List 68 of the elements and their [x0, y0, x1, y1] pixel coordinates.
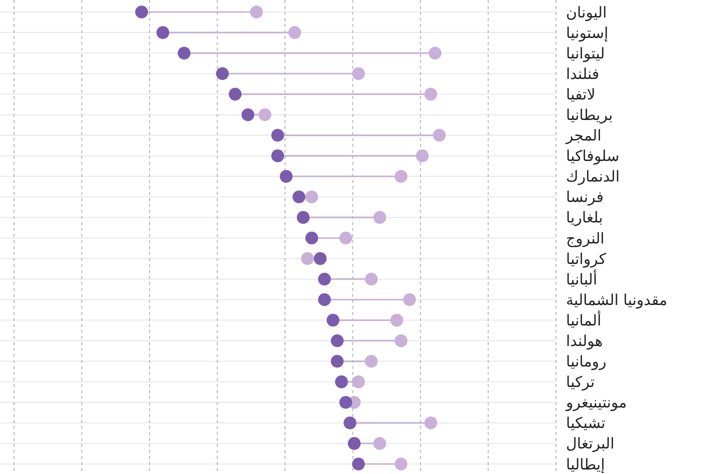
y-tick-label: إيطاليا: [566, 455, 605, 474]
point: [280, 170, 293, 183]
point: [228, 88, 242, 101]
y-tick-label: بلغاريا: [566, 208, 603, 227]
point: [424, 88, 438, 101]
y-tick-label: مونتينيغرو: [565, 394, 627, 412]
point: [373, 211, 386, 224]
point: [318, 293, 331, 306]
y-tick-label: البرتغال: [566, 434, 614, 453]
point: [373, 437, 386, 450]
point: [216, 67, 229, 80]
point: [403, 293, 416, 306]
y-tick-label: النروج: [566, 229, 604, 248]
point: [364, 354, 378, 368]
point: [301, 252, 314, 265]
y-tick-label: تشيكيا: [566, 414, 606, 432]
y-tick-label: بريطانيا: [566, 106, 613, 124]
y-tick-label: سلوفاكيا: [566, 147, 620, 166]
point: [305, 232, 318, 244]
point: [314, 252, 327, 265]
point: [330, 334, 344, 348]
point: [344, 416, 356, 430]
y-tick-label: المجر: [565, 126, 602, 145]
point: [432, 128, 446, 142]
point: [352, 67, 365, 80]
point: [135, 6, 148, 18]
y-tick-label: مقدونيا الشمالية: [566, 290, 668, 309]
point: [352, 458, 365, 470]
y-tick-label: اليونان: [566, 3, 607, 22]
y-tick-label: هولندا: [566, 332, 603, 350]
point: [292, 190, 306, 204]
point: [364, 272, 378, 286]
point: [339, 396, 352, 409]
point: [242, 108, 254, 122]
y-tick-label: فرنسا: [566, 188, 604, 206]
point: [250, 6, 263, 18]
point: [348, 437, 361, 450]
point: [394, 458, 408, 470]
point: [318, 272, 331, 286]
y-tick-label: ألمانيا: [566, 310, 602, 330]
point: [326, 314, 340, 327]
point: [156, 26, 170, 39]
point: [352, 375, 365, 388]
point: [288, 26, 302, 39]
y-tick-label: رومانيا: [566, 352, 606, 371]
point: [339, 232, 352, 244]
point: [394, 170, 408, 183]
point: [178, 46, 191, 60]
point: [271, 128, 284, 142]
y-tick-label: إستونيا: [566, 24, 608, 42]
point: [305, 190, 318, 204]
point: [296, 211, 310, 224]
y-tick-label: كرواتيا: [566, 250, 607, 268]
y-tick-label: الدنمارك: [566, 168, 620, 186]
point: [428, 46, 442, 60]
point: [424, 416, 438, 430]
point: [394, 334, 408, 348]
y-tick-label: فنلندا: [566, 64, 600, 83]
y-tick-label: تركيا: [566, 373, 595, 392]
y-tick-label: لاتفيا: [566, 85, 596, 104]
y-tick-label: ألبانيا: [566, 269, 598, 288]
point: [258, 108, 272, 122]
point: [390, 314, 404, 327]
point: [335, 375, 348, 388]
point: [416, 149, 429, 162]
y-tick-label: ليتوانيا: [566, 44, 605, 62]
point: [330, 354, 344, 368]
point: [271, 149, 284, 162]
